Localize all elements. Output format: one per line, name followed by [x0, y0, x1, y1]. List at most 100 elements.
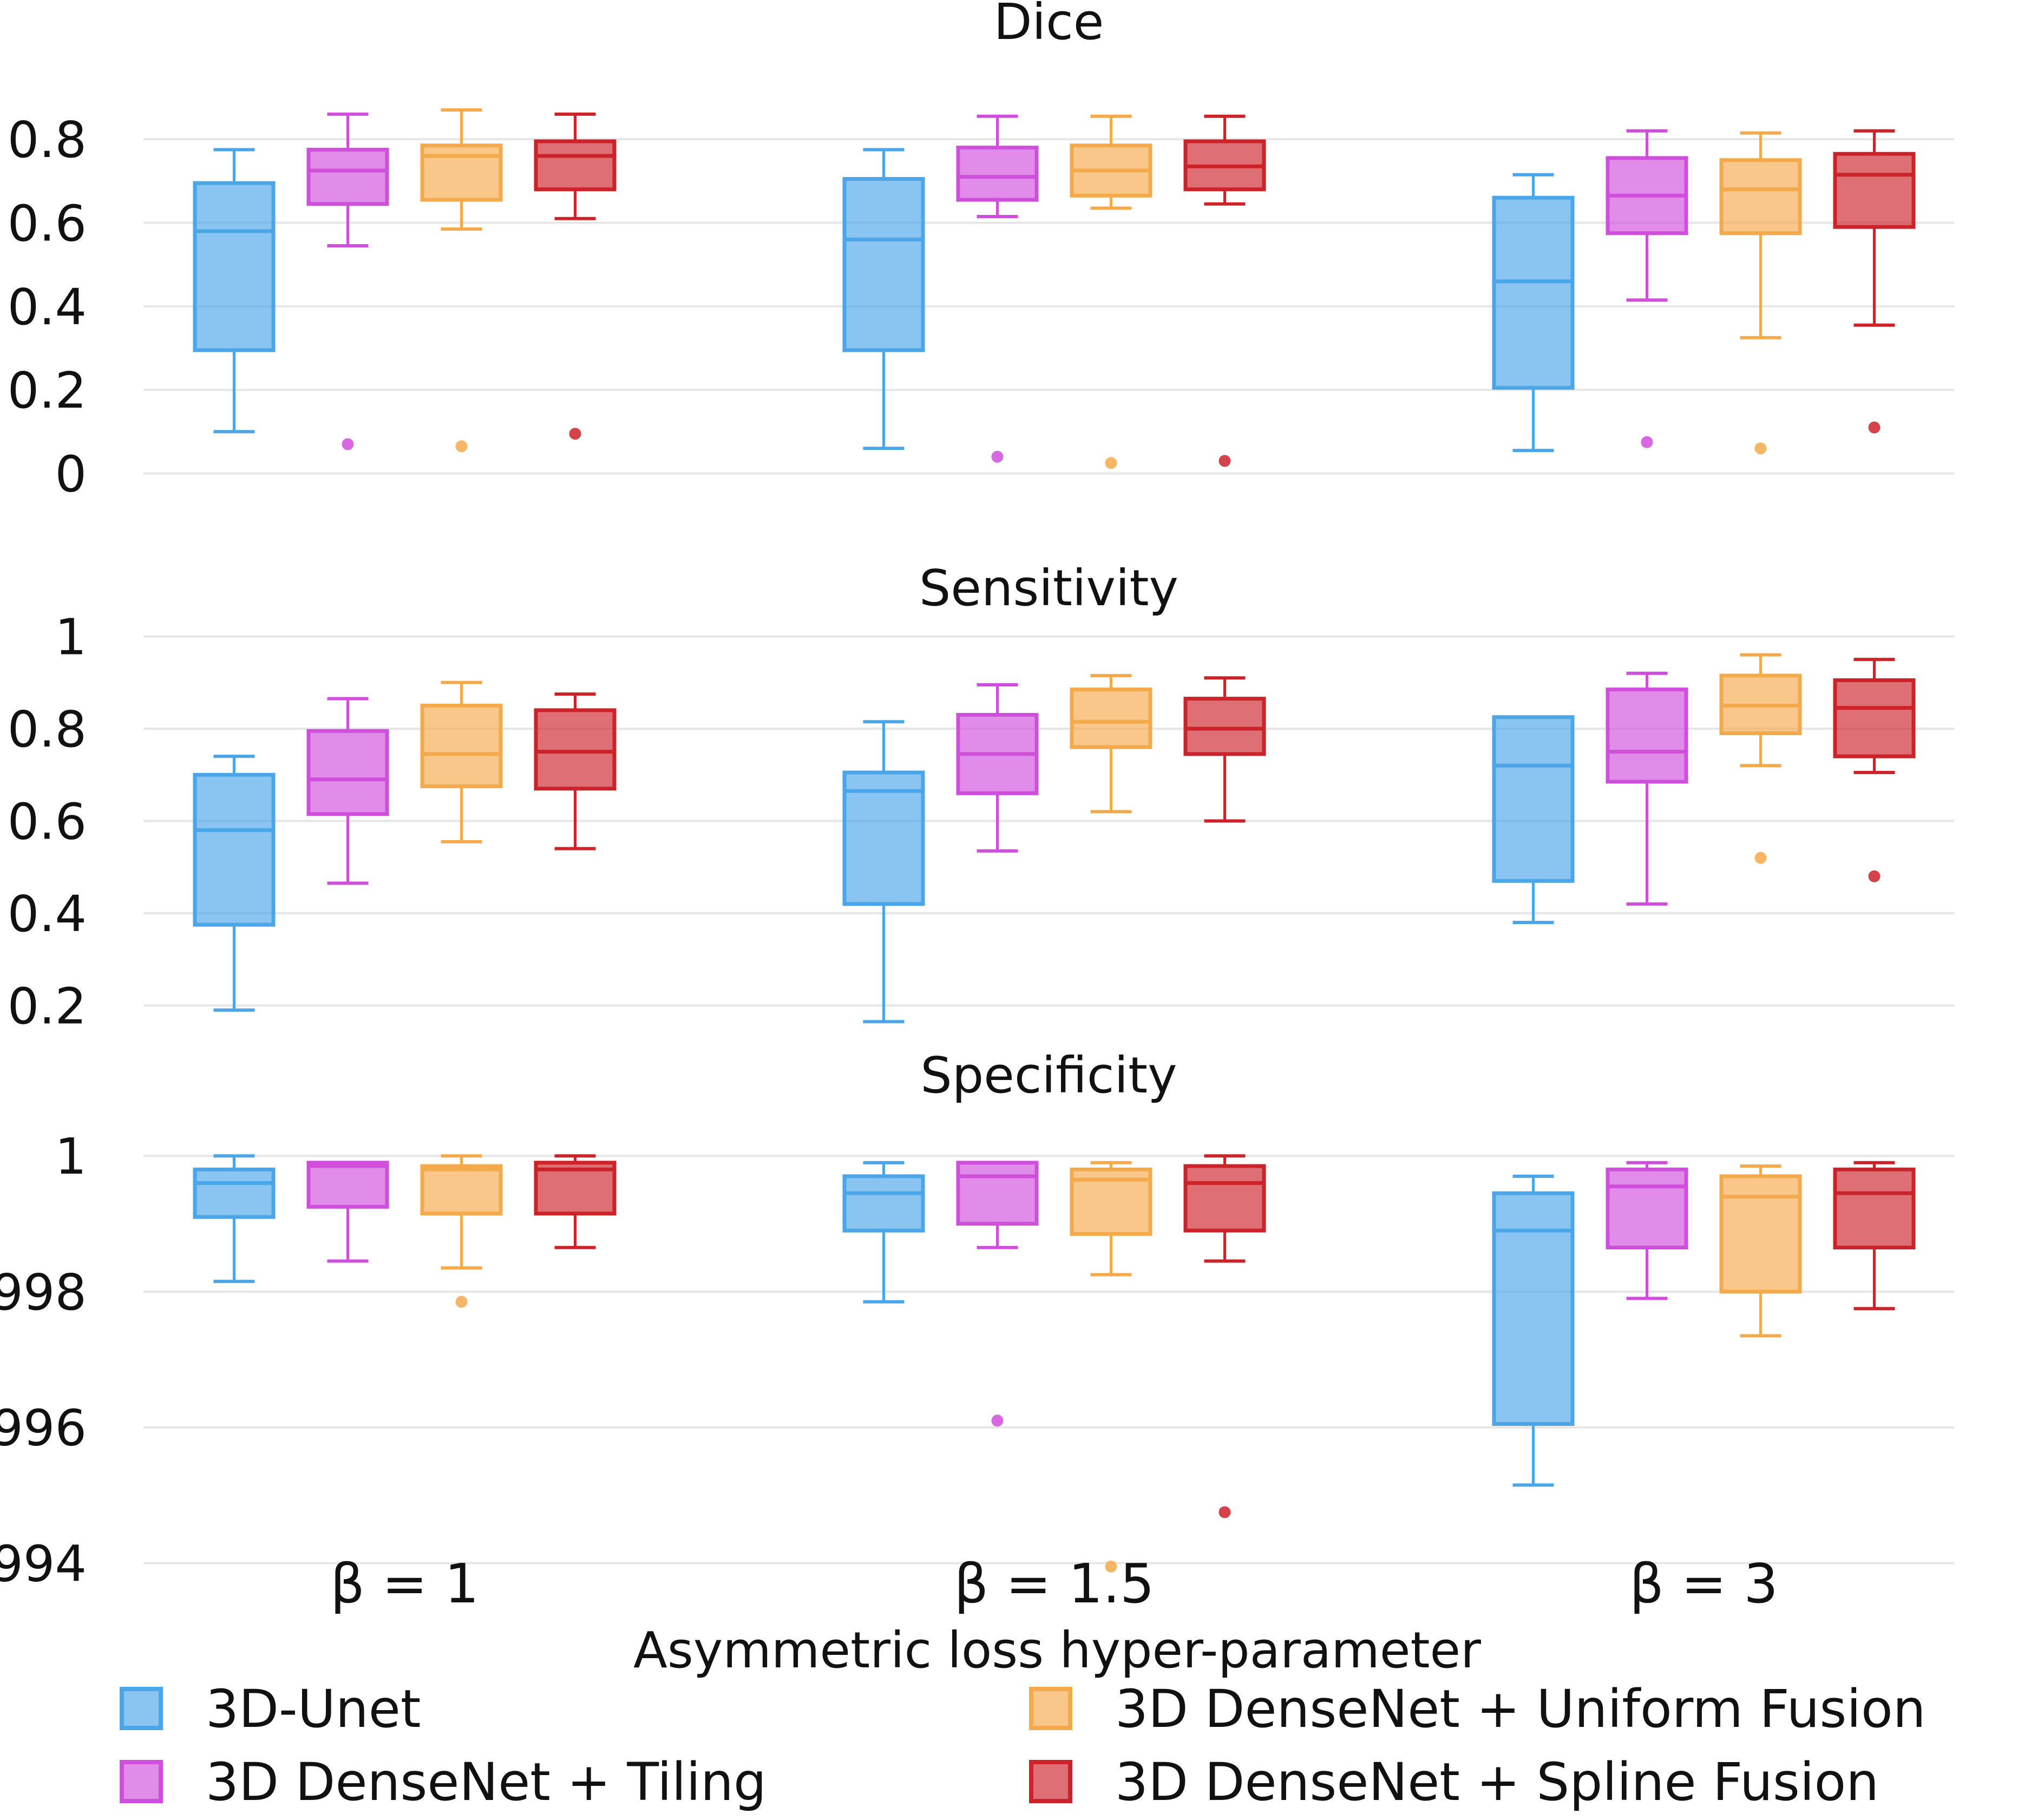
iqr-box — [956, 1161, 1039, 1226]
outlier-point — [1754, 442, 1767, 455]
sensitivity-box-3d-densenet-uniform-fusion-3 — [1719, 653, 1802, 864]
legend-label-3d-unet: 3D-Unet — [206, 1679, 421, 1739]
iqr-box — [420, 1164, 503, 1216]
specificity-y-tick-label: .996 — [0, 1399, 87, 1457]
iqr-box — [534, 708, 617, 791]
specificity-box-3d-densenet-spline-fusion-1-5 — [1183, 1154, 1266, 1518]
iqr-box — [193, 772, 276, 927]
iqr-box — [1492, 1191, 1575, 1426]
specificity-box-3d-unet-3 — [1492, 1174, 1575, 1487]
x-tick-label-1: β = 1.5 — [954, 1552, 1154, 1615]
sensitivity-title: Sensitivity — [919, 559, 1178, 617]
dice-title: Dice — [994, 0, 1104, 51]
sensitivity-box-3d-densenet-spline-fusion-3 — [1833, 658, 1916, 882]
sensitivity-box-3d-unet-1 — [193, 755, 276, 1012]
legend-label-3d-densenet-spline-fusion: 3D DenseNet + Spline Fusion — [1115, 1752, 1879, 1812]
sensitivity-box-3d-densenet-uniform-fusion-1 — [420, 680, 503, 843]
iqr-box — [1606, 688, 1688, 784]
sensitivity-box-3d-densenet-uniform-fusion-1-5 — [1070, 674, 1152, 814]
dice-box-3d-densenet-tiling-1 — [306, 112, 389, 450]
specificity-box-3d-densenet-tiling-1 — [306, 1161, 389, 1263]
iqr-box — [1183, 697, 1266, 756]
iqr-box — [1070, 688, 1152, 749]
legend-label-3d-densenet-uniform-fusion: 3D DenseNet + Uniform Fusion — [1115, 1679, 1926, 1739]
x-axis-label: Asymmetric loss hyper-parameter — [633, 1621, 1481, 1679]
iqr-box — [1833, 1167, 1916, 1249]
sensitivity-y-tick-label: 1 — [55, 608, 87, 666]
iqr-box — [842, 1174, 925, 1233]
specificity-box-3d-densenet-tiling-1-5 — [956, 1161, 1039, 1427]
iqr-box — [1492, 715, 1575, 883]
dice-box-3d-unet-1-5 — [842, 148, 925, 450]
sensitivity-y-tick-label: 0.4 — [8, 885, 87, 943]
iqr-box — [1833, 152, 1916, 229]
dice-y-tick-label: 0.2 — [8, 362, 87, 420]
iqr-box — [306, 1161, 389, 1209]
iqr-box — [534, 139, 617, 192]
dice-box-3d-densenet-spline-fusion-1 — [534, 112, 617, 440]
specificity-box-3d-unet-1 — [193, 1154, 276, 1284]
dice-box-3d-unet-1 — [193, 148, 276, 434]
outlier-point — [991, 1415, 1004, 1427]
iqr-box — [1833, 678, 1916, 758]
sensitivity-box-3d-densenet-tiling-1 — [306, 697, 389, 885]
outlier-point — [569, 428, 581, 440]
dice-y-tick-label: 0.8 — [8, 111, 87, 169]
dice-box-3d-densenet-uniform-fusion-3 — [1719, 131, 1802, 455]
legend: 3D-Unet 3D DenseNet + Uniform Fusion 3D De… — [120, 1679, 1926, 1812]
x-tick-label-2: β = 3 — [1629, 1552, 1778, 1615]
outlier-point — [1868, 421, 1881, 434]
specificity-title: Specificity — [920, 1046, 1177, 1104]
sensitivity-y-tick-label: 0.6 — [8, 793, 87, 850]
iqr-box — [1492, 195, 1575, 390]
dice-y-tick-label: 0 — [55, 446, 87, 503]
sensitivity-y-tick-label: 0.2 — [8, 977, 87, 1035]
legend-swatch-3d-unet — [120, 1687, 163, 1730]
panel-dice: Dice 0 0.2 0.4 0.6 0.8 — [8, 0, 1954, 503]
outlier-point — [1105, 1560, 1117, 1573]
legend-swatch-3d-densenet-spline-fusion — [1029, 1760, 1072, 1803]
legend-label-3d-densenet-tiling: 3D DenseNet + Tiling — [206, 1752, 766, 1812]
specificity-box-3d-densenet-uniform-fusion-1-5 — [1070, 1161, 1152, 1573]
iqr-box — [420, 143, 503, 202]
iqr-box — [1183, 1164, 1266, 1233]
iqr-box — [1719, 1174, 1802, 1294]
sensitivity-box-3d-densenet-spline-fusion-1 — [534, 692, 617, 850]
specificity-box-3d-densenet-uniform-fusion-3 — [1719, 1164, 1802, 1338]
sensitivity-box-3d-unet-3 — [1492, 715, 1575, 924]
outlier-point — [455, 440, 468, 453]
outlier-point — [1641, 436, 1653, 448]
specificity-y-tick-label: .998 — [0, 1263, 87, 1321]
iqr-box — [306, 147, 389, 206]
outlier-point — [991, 450, 1004, 463]
outlier-point — [1218, 455, 1231, 467]
legend-swatch-3d-densenet-uniform-fusion — [1029, 1687, 1072, 1730]
dice-box-3d-densenet-uniform-fusion-1-5 — [1070, 114, 1152, 469]
outlier-point — [342, 438, 354, 450]
outlier-point — [1105, 457, 1117, 469]
specificity-box-3d-densenet-spline-fusion-1 — [534, 1154, 617, 1249]
specificity-box-3d-densenet-spline-fusion-3 — [1833, 1161, 1916, 1311]
iqr-box — [956, 146, 1039, 202]
dice-y-tick-label: 0.6 — [8, 195, 87, 253]
sensitivity-y-tick-label: 0.8 — [8, 700, 87, 758]
iqr-box — [420, 703, 503, 789]
iqr-box — [842, 770, 925, 906]
dice-box-3d-densenet-tiling-1-5 — [956, 114, 1039, 463]
dice-box-3d-unet-3 — [1492, 173, 1575, 453]
specificity-box-3d-densenet-uniform-fusion-1 — [420, 1154, 503, 1308]
sensitivity-box-3d-densenet-tiling-1-5 — [956, 683, 1039, 853]
iqr-box — [193, 181, 276, 352]
specificity-box-3d-densenet-tiling-3 — [1606, 1161, 1688, 1300]
outlier-point — [1868, 870, 1881, 882]
specificity-box-3d-unet-1-5 — [842, 1161, 925, 1304]
sensitivity-box-3d-densenet-spline-fusion-1-5 — [1183, 676, 1266, 823]
specificity-y-tick-label: 1 — [55, 1128, 87, 1186]
dice-box-3d-densenet-spline-fusion-3 — [1833, 129, 1916, 434]
dice-box-3d-densenet-tiling-3 — [1606, 129, 1688, 448]
x-tick-label-0: β = 1 — [330, 1552, 479, 1615]
sensitivity-box-3d-unet-1-5 — [842, 720, 925, 1024]
iqr-box — [306, 729, 389, 816]
dice-y-tick-label: 0.4 — [8, 278, 87, 336]
